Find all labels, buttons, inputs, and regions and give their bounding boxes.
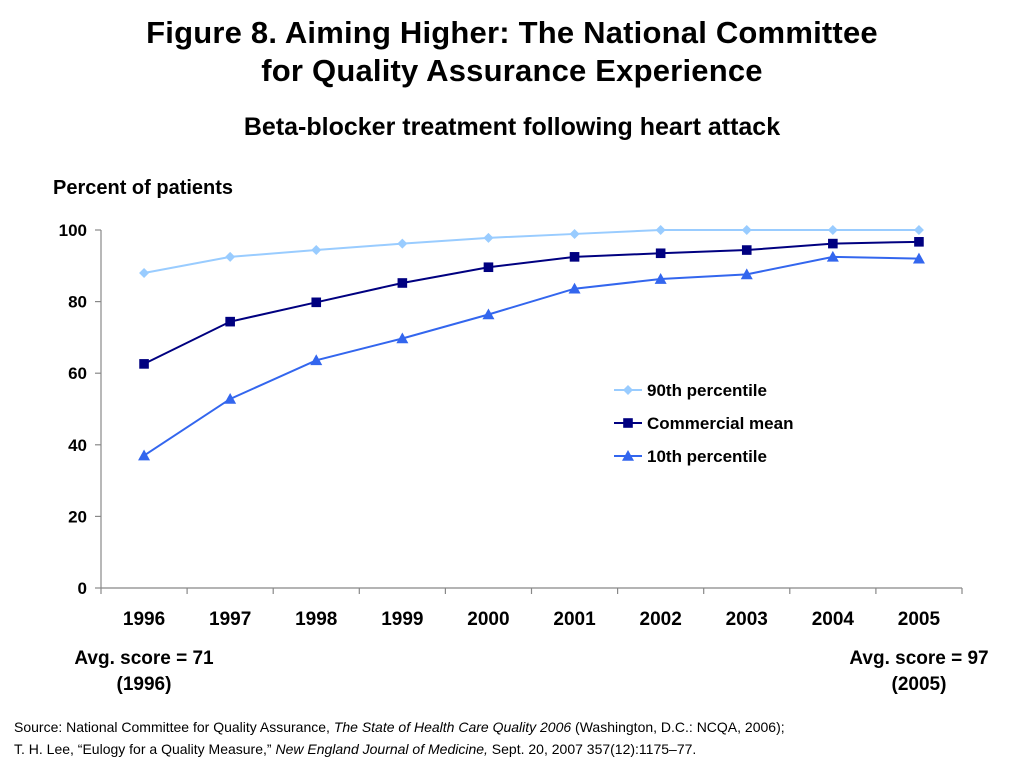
data-point-square: [914, 237, 924, 247]
legend-marker-triangle: [622, 450, 634, 461]
y-tick-label: 20: [68, 507, 87, 526]
data-point-diamond: [311, 245, 322, 256]
source-text: T. H. Lee, “Eulogy for a Quality Measure…: [14, 741, 276, 757]
legend-label: 90th percentile: [647, 381, 767, 400]
x-tick-label: 1998: [295, 609, 337, 630]
data-point-diamond: [483, 232, 494, 243]
y-tick-label: 0: [78, 579, 87, 598]
data-point-square: [397, 278, 408, 288]
avg-score-1996-value: Avg. score = 71: [74, 648, 214, 669]
data-point-triangle: [224, 392, 237, 404]
series-line-square: [143, 240, 919, 365]
x-tick-label: 2002: [640, 609, 682, 630]
source-report-title: The State of Health Care Quality 2006: [333, 719, 572, 735]
source-line-2: T. H. Lee, “Eulogy for a Quality Measure…: [14, 738, 785, 760]
y-tick-label: 40: [68, 436, 87, 455]
data-point-diamond: [397, 238, 408, 249]
figure-title-line2: for Quality Assurance Experience: [261, 53, 763, 88]
avg-score-1996-year: (1996): [116, 674, 172, 695]
x-tick-label: 2004: [812, 609, 855, 630]
data-point-triangle: [396, 332, 409, 344]
figure-title-line1: Figure 8. Aiming Higher: The National Co…: [146, 15, 878, 50]
x-tick-label: 2000: [467, 609, 509, 630]
data-point-square: [225, 316, 235, 327]
data-point-triangle: [568, 282, 581, 294]
data-point-square: [741, 245, 752, 255]
data-point-square: [311, 297, 322, 308]
x-tick-label: 1999: [381, 609, 423, 630]
data-point-triangle: [912, 252, 925, 264]
data-point-triangle: [740, 268, 753, 280]
series-line-triangle: [143, 255, 919, 457]
data-point-triangle: [482, 308, 495, 320]
data-point-square: [139, 359, 149, 369]
source-journal-title: New England Journal of Medicine,: [275, 741, 488, 757]
data-point-diamond: [225, 251, 236, 262]
source-text: Sept. 20, 2007 357(12):1175–77.: [487, 741, 697, 757]
data-point-diamond: [569, 228, 580, 239]
avg-score-2005: Avg. score = 97 (2005): [818, 646, 1020, 698]
data-point-triangle: [138, 449, 151, 461]
avg-score-2005-year: (2005): [891, 674, 947, 695]
source-text: (Washington, D.C.: NCQA, 2006);: [571, 719, 785, 735]
data-point-diamond: [655, 225, 666, 235]
chart-subtitle: Beta-blocker treatment following heart a…: [243, 113, 781, 141]
data-point-diamond: [913, 225, 924, 235]
avg-score-1996: Avg. score = 71 (1996): [44, 646, 244, 698]
figure-title: Figure 8. Aiming Higher: The National Co…: [0, 14, 1024, 90]
source-note: Source: National Committee for Quality A…: [14, 716, 785, 760]
x-tick-label: 1996: [123, 609, 165, 630]
legend-label: 10th percentile: [647, 447, 767, 466]
series-line-diamond: [143, 229, 919, 274]
data-point-square: [655, 248, 666, 259]
data-point-triangle: [654, 273, 667, 284]
data-point-triangle: [826, 250, 839, 262]
x-tick-label: 2003: [726, 609, 768, 630]
source-line-1: Source: National Committee for Quality A…: [14, 716, 785, 738]
x-tick-label: 1997: [209, 609, 251, 630]
avg-score-2005-value: Avg. score = 97: [849, 648, 989, 669]
data-point-square: [569, 252, 580, 262]
x-tick-label: 2001: [553, 609, 596, 630]
x-tick-label: 2005: [898, 609, 941, 630]
data-point-square: [483, 262, 494, 273]
legend-marker-square: [623, 418, 633, 428]
data-point-triangle: [310, 354, 323, 366]
data-point-diamond: [741, 225, 752, 235]
data-point-diamond: [139, 267, 150, 278]
legend-marker-diamond: [623, 385, 633, 395]
y-tick-label: 100: [59, 221, 87, 240]
source-text: Source: National Committee for Quality A…: [14, 719, 334, 735]
y-axis-label: Percent of patients: [53, 177, 234, 199]
y-tick-label: 60: [68, 364, 87, 383]
data-point-square: [828, 238, 838, 249]
data-point-diamond: [827, 225, 838, 235]
legend-label: Commercial mean: [647, 414, 793, 433]
y-tick-label: 80: [68, 293, 87, 312]
